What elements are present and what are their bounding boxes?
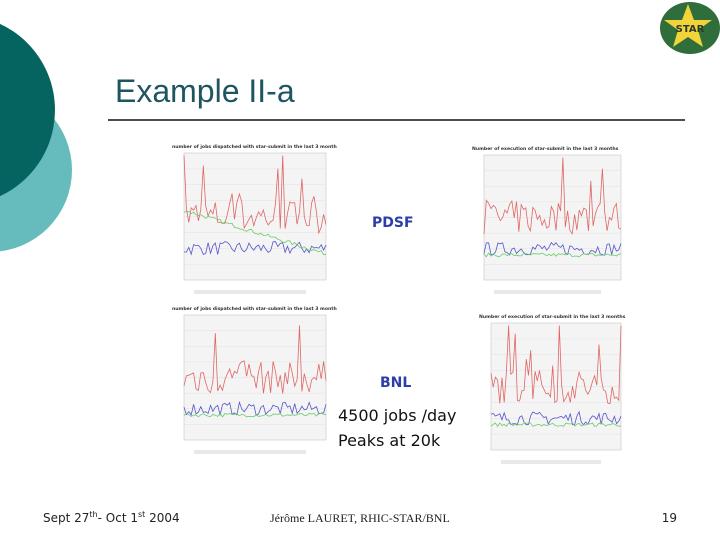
- legend-strip: [194, 290, 306, 294]
- decor-line: [490, 422, 622, 428]
- charts: number of jobs dispatched with star-subm…: [172, 144, 626, 464]
- thumbnail-chart: number of jobs dispatched with star-subm…: [172, 306, 337, 454]
- chart-title: number of jobs dispatched with star-subm…: [172, 306, 337, 312]
- decor-line: [183, 325, 327, 394]
- decor-line: [183, 412, 327, 418]
- logo-text: STAR: [676, 24, 705, 35]
- note: Peaks at 20k: [338, 431, 441, 450]
- decor-line: [483, 241, 622, 256]
- decor-circle: [0, 23, 55, 197]
- decor-line: [483, 252, 622, 258]
- note: 4500 jobs /day: [338, 406, 456, 425]
- decor-line: [483, 157, 622, 235]
- decor-line: [490, 410, 622, 426]
- legend-strip: [194, 450, 306, 454]
- slide-title: Example II-a: [115, 73, 295, 109]
- decor-line: [183, 155, 327, 235]
- page-number: 19: [662, 511, 677, 525]
- thumbnail-chart: number of jobs dispatched with star-subm…: [172, 144, 337, 294]
- chart-title: Number of execution of star-submit in th…: [479, 314, 626, 320]
- decor-line: [183, 211, 327, 256]
- footer-date: Sept 27th- Oct 1st 2004: [43, 510, 180, 525]
- decor-line: [183, 241, 327, 256]
- site-label: BNL: [380, 375, 411, 391]
- chart-title: number of jobs dispatched with star-subm…: [172, 144, 337, 150]
- thumbnail-chart: Number of execution of star-submit in th…: [479, 314, 626, 464]
- decor-line: [183, 400, 327, 416]
- legend-strip: [501, 460, 601, 464]
- chart-title: Number of execution of star-submit in th…: [472, 146, 619, 152]
- footer-author: Jérôme LAURET, RHIC-STAR/BNL: [270, 511, 450, 525]
- thumbnail-chart: Number of execution of star-submit in th…: [472, 146, 622, 294]
- legend-strip: [494, 290, 601, 294]
- logo: STAR: [660, 2, 720, 54]
- site-label: PDSF: [372, 215, 414, 231]
- decor-line: [490, 325, 622, 405]
